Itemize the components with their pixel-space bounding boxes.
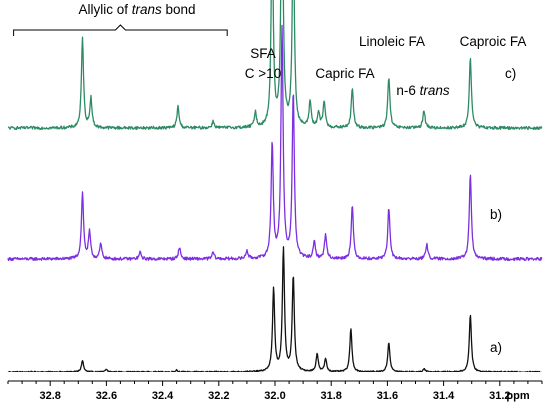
x-tick-label: 31.2 bbox=[489, 390, 510, 402]
peak-point-c-8 bbox=[309, 101, 311, 103]
peak-point-a-7 bbox=[325, 358, 327, 360]
peak-point-b-10 bbox=[314, 242, 316, 244]
peak-point-c-11 bbox=[352, 88, 354, 90]
peak-point-c-3 bbox=[212, 121, 214, 123]
peak-point-a-5 bbox=[293, 276, 295, 278]
peak-point-b-15 bbox=[470, 174, 472, 176]
peak-point-a-4 bbox=[283, 249, 285, 251]
peak-point-b-1 bbox=[89, 232, 91, 234]
peak-point-b-9 bbox=[293, 93, 295, 95]
peak-point-c-2 bbox=[177, 106, 179, 108]
annotation-c-10: C >10 bbox=[245, 66, 281, 81]
peak-point-a-9 bbox=[388, 342, 390, 344]
peak-point-c-12 bbox=[388, 76, 390, 78]
peak-point-c-1 bbox=[90, 98, 92, 100]
annotation-n-6-trans: n-6 trans bbox=[396, 83, 450, 98]
peak-point-c-9 bbox=[318, 112, 320, 114]
peak-point-a-2 bbox=[176, 369, 178, 371]
annotation-allylic-of-trans-bond: Allylic of trans bond bbox=[78, 2, 195, 17]
peak-point-a-1 bbox=[106, 369, 108, 371]
annotation-caproic-fa: Caproic FA bbox=[460, 34, 527, 49]
peak-point-b-12 bbox=[352, 205, 354, 207]
x-tick-label: 32.8 bbox=[39, 390, 60, 402]
peak-point-b-6 bbox=[246, 250, 248, 252]
peak-point-b-13 bbox=[388, 207, 390, 209]
x-tick-label: 31.8 bbox=[320, 390, 341, 402]
peak-point-b-3 bbox=[139, 252, 141, 254]
peak-point-c-4 bbox=[255, 112, 257, 114]
x-axis-label: ppm bbox=[506, 390, 529, 402]
x-tick-label: 31.6 bbox=[377, 390, 398, 402]
allylic-bracket bbox=[13, 24, 228, 36]
peak-point-b-4 bbox=[179, 247, 181, 249]
x-tick-label: 31.4 bbox=[433, 390, 455, 402]
peak-point-b-8 bbox=[281, 27, 283, 29]
x-tick-label: 32.0 bbox=[264, 390, 285, 402]
spectrum-trace-b bbox=[7, 24, 543, 262]
peak-point-c-10 bbox=[323, 101, 325, 103]
peak-point-b-0 bbox=[82, 192, 84, 194]
peak-point-b-5 bbox=[212, 252, 214, 254]
spectrum-trace-c bbox=[7, 0, 543, 131]
annotation-sfa: SFA bbox=[250, 46, 276, 61]
peak-point-a-10 bbox=[423, 368, 425, 370]
peak-point-b-7 bbox=[271, 143, 273, 145]
peak-point-c-0 bbox=[82, 38, 84, 40]
peak-point-a-6 bbox=[316, 353, 318, 355]
x-tick-label: 32.6 bbox=[96, 390, 117, 402]
x-tick-label: 32.2 bbox=[208, 390, 229, 402]
trace-label-c: c) bbox=[505, 66, 516, 81]
peak-point-b-2 bbox=[100, 243, 102, 245]
peak-point-a-8 bbox=[350, 328, 352, 330]
peak-point-c-13 bbox=[423, 109, 425, 111]
spectrum-trace-a bbox=[7, 246, 542, 372]
peak-point-a-3 bbox=[273, 289, 275, 291]
annotation-capric-fa: Capric FA bbox=[315, 66, 374, 81]
peak-point-c-14 bbox=[470, 56, 472, 58]
peak-point-b-14 bbox=[426, 243, 428, 245]
trace-label-a: a) bbox=[490, 340, 502, 355]
x-tick-label: 32.4 bbox=[152, 390, 174, 402]
peak-point-a-0 bbox=[82, 360, 84, 362]
peak-point-a-11 bbox=[470, 314, 472, 316]
annotation-linoleic-fa: Linoleic FA bbox=[359, 34, 425, 49]
trace-label-b: b) bbox=[490, 207, 502, 222]
peak-point-b-11 bbox=[325, 234, 327, 236]
